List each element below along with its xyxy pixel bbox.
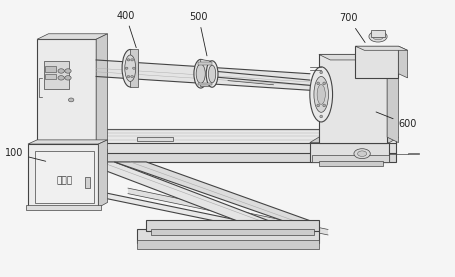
Polygon shape xyxy=(130,50,138,87)
Ellipse shape xyxy=(309,67,332,122)
Bar xyxy=(28,144,98,207)
Ellipse shape xyxy=(322,104,325,107)
Polygon shape xyxy=(114,162,309,221)
Ellipse shape xyxy=(125,67,128,69)
Bar xyxy=(198,62,212,65)
Text: 700: 700 xyxy=(339,13,364,42)
Bar xyxy=(25,205,101,210)
Ellipse shape xyxy=(65,69,71,73)
Polygon shape xyxy=(309,137,398,143)
Ellipse shape xyxy=(127,75,130,78)
Bar xyxy=(318,161,382,166)
Bar xyxy=(137,137,173,141)
Bar xyxy=(51,143,395,154)
Ellipse shape xyxy=(316,84,324,104)
Ellipse shape xyxy=(193,59,207,88)
Ellipse shape xyxy=(313,76,328,112)
Bar xyxy=(51,129,395,144)
Text: 400: 400 xyxy=(116,11,136,48)
Bar xyxy=(137,229,318,243)
Ellipse shape xyxy=(372,33,383,40)
Polygon shape xyxy=(96,144,107,163)
Polygon shape xyxy=(128,188,327,235)
Ellipse shape xyxy=(127,59,130,61)
Bar xyxy=(137,240,318,249)
Bar xyxy=(35,151,94,203)
Text: 500: 500 xyxy=(189,12,207,56)
Ellipse shape xyxy=(368,31,386,42)
Polygon shape xyxy=(98,140,107,207)
Ellipse shape xyxy=(206,61,217,87)
Ellipse shape xyxy=(322,82,325,85)
Ellipse shape xyxy=(316,82,319,85)
Polygon shape xyxy=(37,34,107,39)
Bar xyxy=(37,39,96,144)
Bar xyxy=(51,153,395,162)
Bar xyxy=(151,229,313,235)
Ellipse shape xyxy=(125,55,136,81)
Polygon shape xyxy=(28,140,107,144)
Bar xyxy=(45,66,56,72)
Bar xyxy=(354,46,398,78)
Ellipse shape xyxy=(319,71,322,74)
Bar xyxy=(198,83,212,85)
Ellipse shape xyxy=(131,59,133,61)
Polygon shape xyxy=(82,188,282,235)
Bar xyxy=(309,143,389,162)
Bar xyxy=(45,74,56,79)
Polygon shape xyxy=(96,34,107,150)
Ellipse shape xyxy=(131,75,133,78)
Bar xyxy=(44,61,69,89)
Polygon shape xyxy=(398,46,407,78)
Bar xyxy=(311,155,389,162)
Bar xyxy=(370,30,384,37)
Ellipse shape xyxy=(357,151,366,157)
Text: 电控筱: 电控筱 xyxy=(56,177,72,186)
Polygon shape xyxy=(200,59,212,87)
Ellipse shape xyxy=(65,76,71,80)
Bar xyxy=(318,55,386,143)
Polygon shape xyxy=(354,46,407,50)
Ellipse shape xyxy=(122,50,138,87)
Polygon shape xyxy=(96,60,309,90)
Bar xyxy=(85,177,90,188)
Polygon shape xyxy=(386,55,398,143)
Bar xyxy=(146,220,318,231)
Ellipse shape xyxy=(68,98,74,102)
Ellipse shape xyxy=(208,65,215,83)
Ellipse shape xyxy=(319,115,322,118)
Ellipse shape xyxy=(58,76,64,80)
Ellipse shape xyxy=(58,69,64,73)
Ellipse shape xyxy=(132,67,135,69)
Polygon shape xyxy=(82,162,273,222)
Ellipse shape xyxy=(316,104,319,107)
Ellipse shape xyxy=(196,64,205,83)
Polygon shape xyxy=(318,55,398,60)
Text: 600: 600 xyxy=(375,112,416,129)
Ellipse shape xyxy=(353,149,369,159)
Text: 100: 100 xyxy=(5,148,46,161)
